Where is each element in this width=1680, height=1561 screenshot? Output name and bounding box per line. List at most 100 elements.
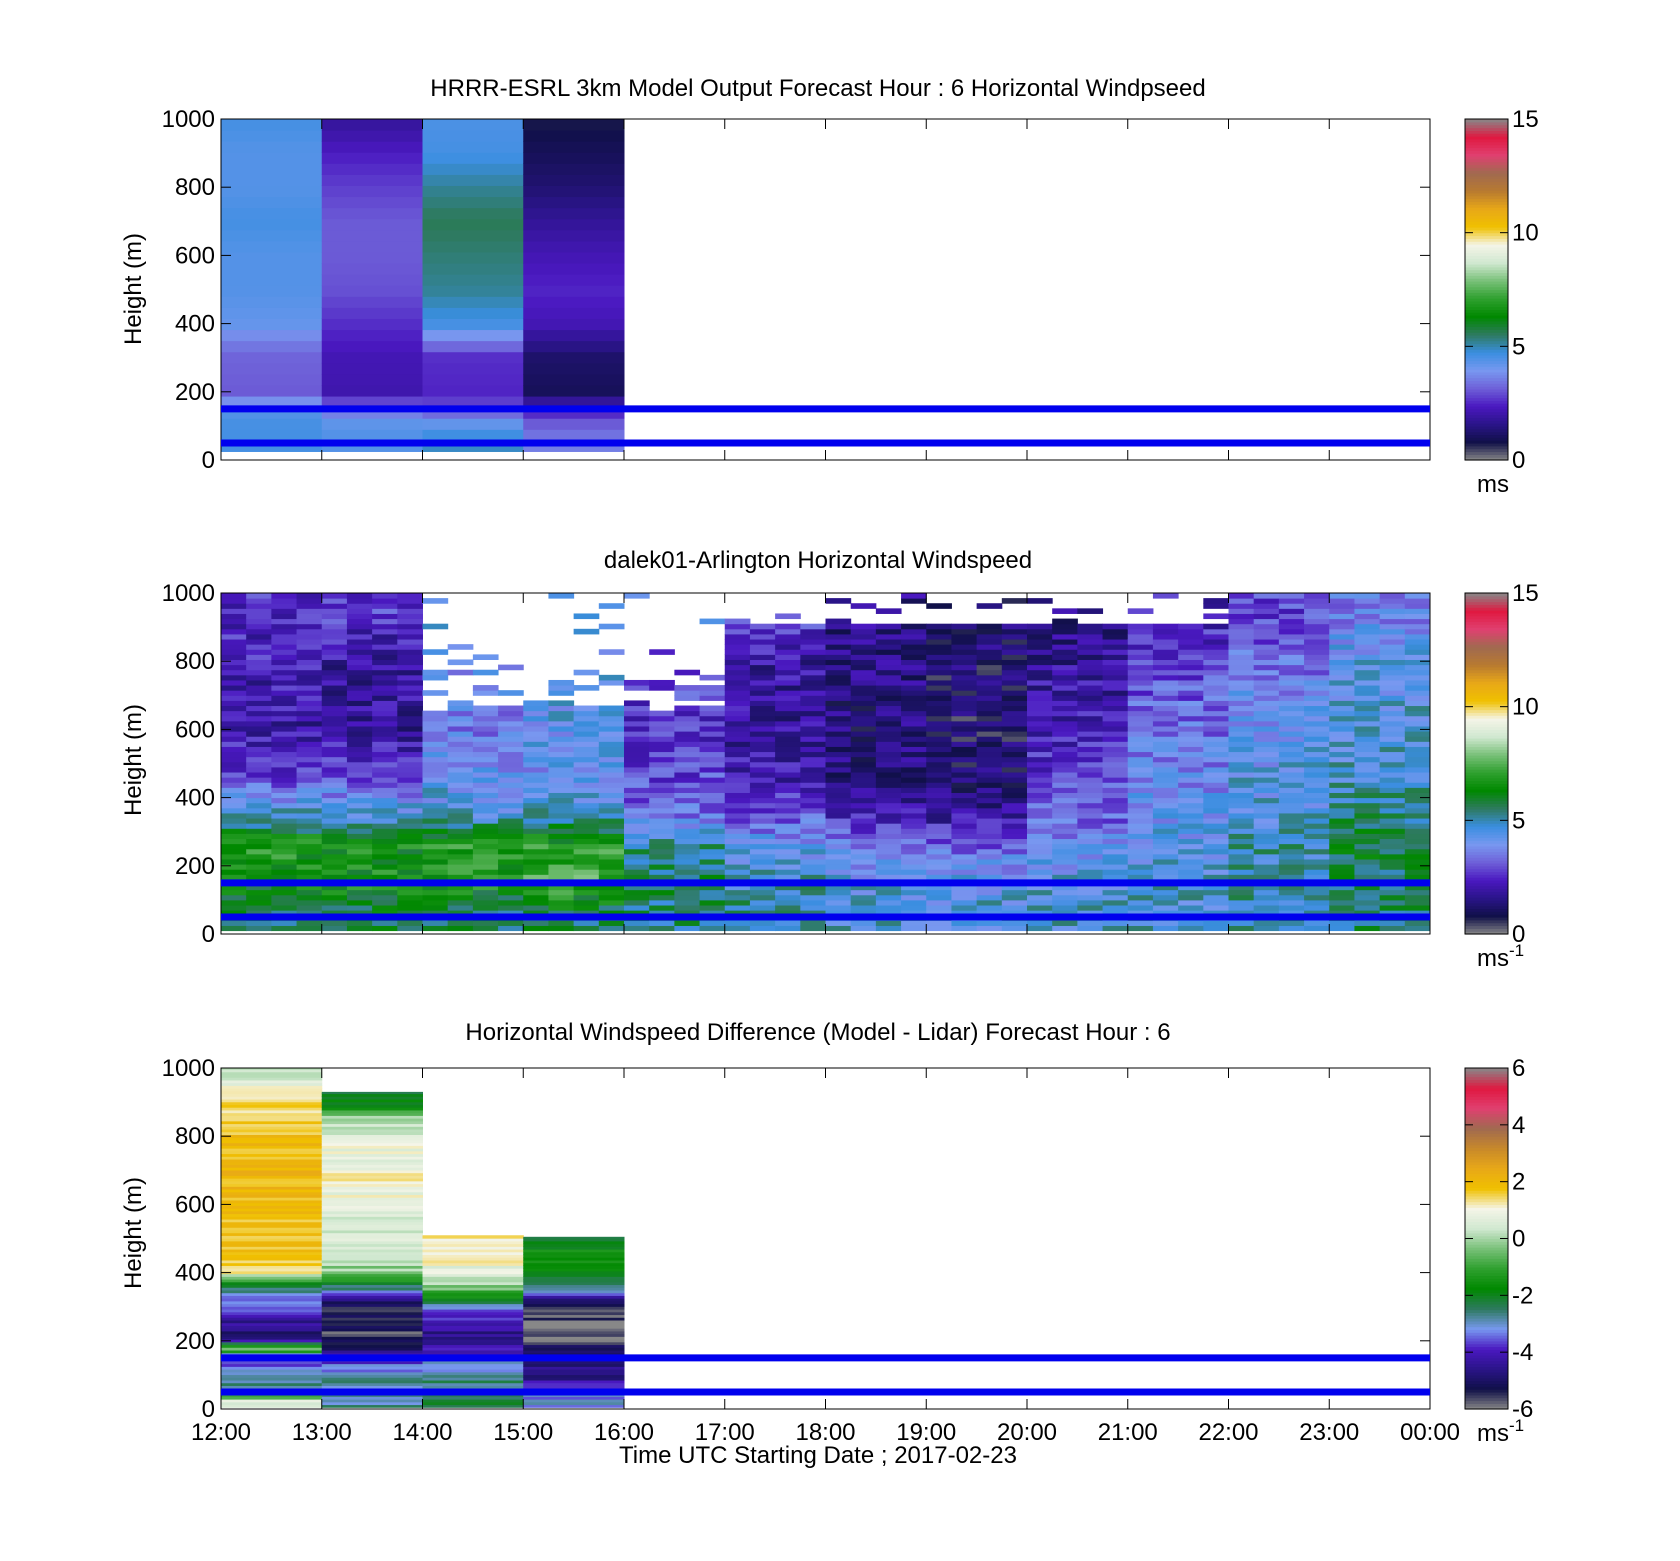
heatmap-cell — [1253, 812, 1280, 819]
heatmap-cell — [296, 843, 323, 850]
heatmap-cell — [1253, 751, 1280, 758]
heatmap-cell — [1077, 628, 1104, 635]
heatmap-cell — [346, 751, 373, 758]
colorbar-segment — [1465, 735, 1508, 739]
heatmap-cell — [271, 741, 298, 747]
heatmap-cell — [1278, 812, 1305, 819]
heatmap-cell — [573, 807, 600, 814]
heatmap-cell — [422, 1360, 524, 1365]
heatmap-cell — [1203, 910, 1229, 916]
heatmap-cell — [221, 1259, 323, 1264]
heatmap-cell — [649, 761, 675, 768]
heatmap-cell — [875, 899, 902, 906]
heatmap-cell — [372, 833, 398, 840]
colorbar-segment — [1465, 423, 1508, 427]
heatmap-cell — [447, 889, 474, 896]
colorbar-segment — [1465, 772, 1508, 776]
y-tick-label: 400 — [175, 1260, 215, 1287]
heatmap-cell — [221, 1360, 323, 1365]
colorbar-segment — [1465, 902, 1508, 907]
heatmap-cell — [926, 628, 952, 635]
heatmap-cell — [221, 1401, 323, 1406]
heatmap-cell — [1027, 674, 1053, 681]
heatmap-cell — [548, 910, 575, 916]
heatmap-cell — [422, 1350, 524, 1354]
heatmap-cell — [699, 695, 726, 701]
colorbar-segment — [1465, 425, 1508, 430]
heatmap-cell — [1052, 899, 1078, 906]
heatmap-cell — [372, 864, 398, 870]
heatmap-cell — [221, 307, 323, 319]
heatmap-cell — [1228, 910, 1255, 916]
heatmap-cell — [221, 1216, 323, 1220]
heatmap-cell — [296, 848, 323, 855]
heatmap-cell — [523, 152, 625, 164]
heatmap-cell — [397, 848, 423, 855]
heatmap-cell — [850, 772, 877, 778]
heatmap-cell — [447, 843, 474, 850]
colorbar-segment — [1465, 760, 1508, 765]
heatmap-cell — [724, 864, 751, 870]
heatmap-cell — [321, 1178, 423, 1182]
heatmap-cell — [472, 853, 499, 860]
heatmap-cell — [875, 669, 902, 676]
heatmap-cell — [422, 1309, 524, 1313]
heatmap-cell — [221, 659, 247, 666]
heatmap-cell — [699, 782, 726, 788]
heatmap-cell — [548, 685, 575, 691]
heatmap-cell — [321, 1350, 423, 1354]
heatmap-cell — [649, 833, 675, 840]
heatmap-cell — [724, 889, 751, 896]
heatmap-cell — [1278, 874, 1305, 880]
heatmap-cell — [321, 1292, 423, 1296]
heatmap-cell — [1278, 858, 1305, 865]
heatmap-cell — [1102, 695, 1129, 701]
heatmap-cell — [775, 659, 801, 666]
heatmap-cell — [321, 1091, 423, 1095]
heatmap-cell — [1102, 802, 1129, 809]
heatmap-cell — [321, 807, 348, 814]
heatmap-cell — [447, 894, 474, 901]
colorbar-segment — [1465, 130, 1508, 134]
heatmap-cell — [699, 720, 726, 727]
heatmap-cell — [346, 766, 373, 773]
heatmap-cell — [1001, 746, 1028, 753]
heatmap-cell — [321, 1309, 423, 1313]
heatmap-cell — [397, 720, 423, 727]
x-tick-label: 21:00 — [1098, 1419, 1158, 1446]
heatmap-cell — [1253, 741, 1280, 747]
heatmap-cell — [1278, 715, 1305, 722]
heatmap-cell — [1001, 695, 1028, 701]
heatmap-cell — [674, 792, 701, 799]
heatmap-cell — [1228, 787, 1255, 793]
heatmap-cell — [1178, 833, 1204, 840]
heatmap-cell — [1228, 603, 1255, 609]
heatmap-cell — [1228, 853, 1255, 860]
heatmap-cell — [976, 889, 1003, 896]
heatmap-cell — [296, 920, 323, 926]
heatmap-cell — [1178, 659, 1204, 666]
heatmap-cell — [1278, 848, 1305, 855]
heatmap-cell — [800, 720, 826, 727]
heatmap-cell — [1404, 828, 1431, 834]
colorbar-segment — [1465, 888, 1508, 892]
heatmap-cell — [1102, 674, 1129, 681]
heatmap-cell — [422, 373, 524, 386]
heatmap-cell — [1354, 690, 1381, 696]
heatmap-cell — [523, 797, 549, 804]
heatmap-cell — [1253, 761, 1280, 768]
heatmap-cell — [1354, 899, 1381, 906]
heatmap-cell — [246, 756, 272, 763]
heatmap-cell — [221, 705, 247, 712]
heatmap-cell — [221, 664, 247, 671]
x-tick-label: 23:00 — [1299, 1419, 1359, 1446]
heatmap-cell — [1278, 598, 1305, 604]
heatmap-cell — [548, 736, 575, 742]
heatmap-cell — [749, 848, 776, 855]
heatmap-cell — [1354, 920, 1381, 926]
colorbar-segment — [1465, 309, 1508, 313]
heatmap-cell — [548, 766, 575, 773]
heatmap-cell — [1203, 782, 1229, 788]
heatmap-cell — [1304, 777, 1330, 783]
heatmap-cell — [346, 828, 373, 834]
